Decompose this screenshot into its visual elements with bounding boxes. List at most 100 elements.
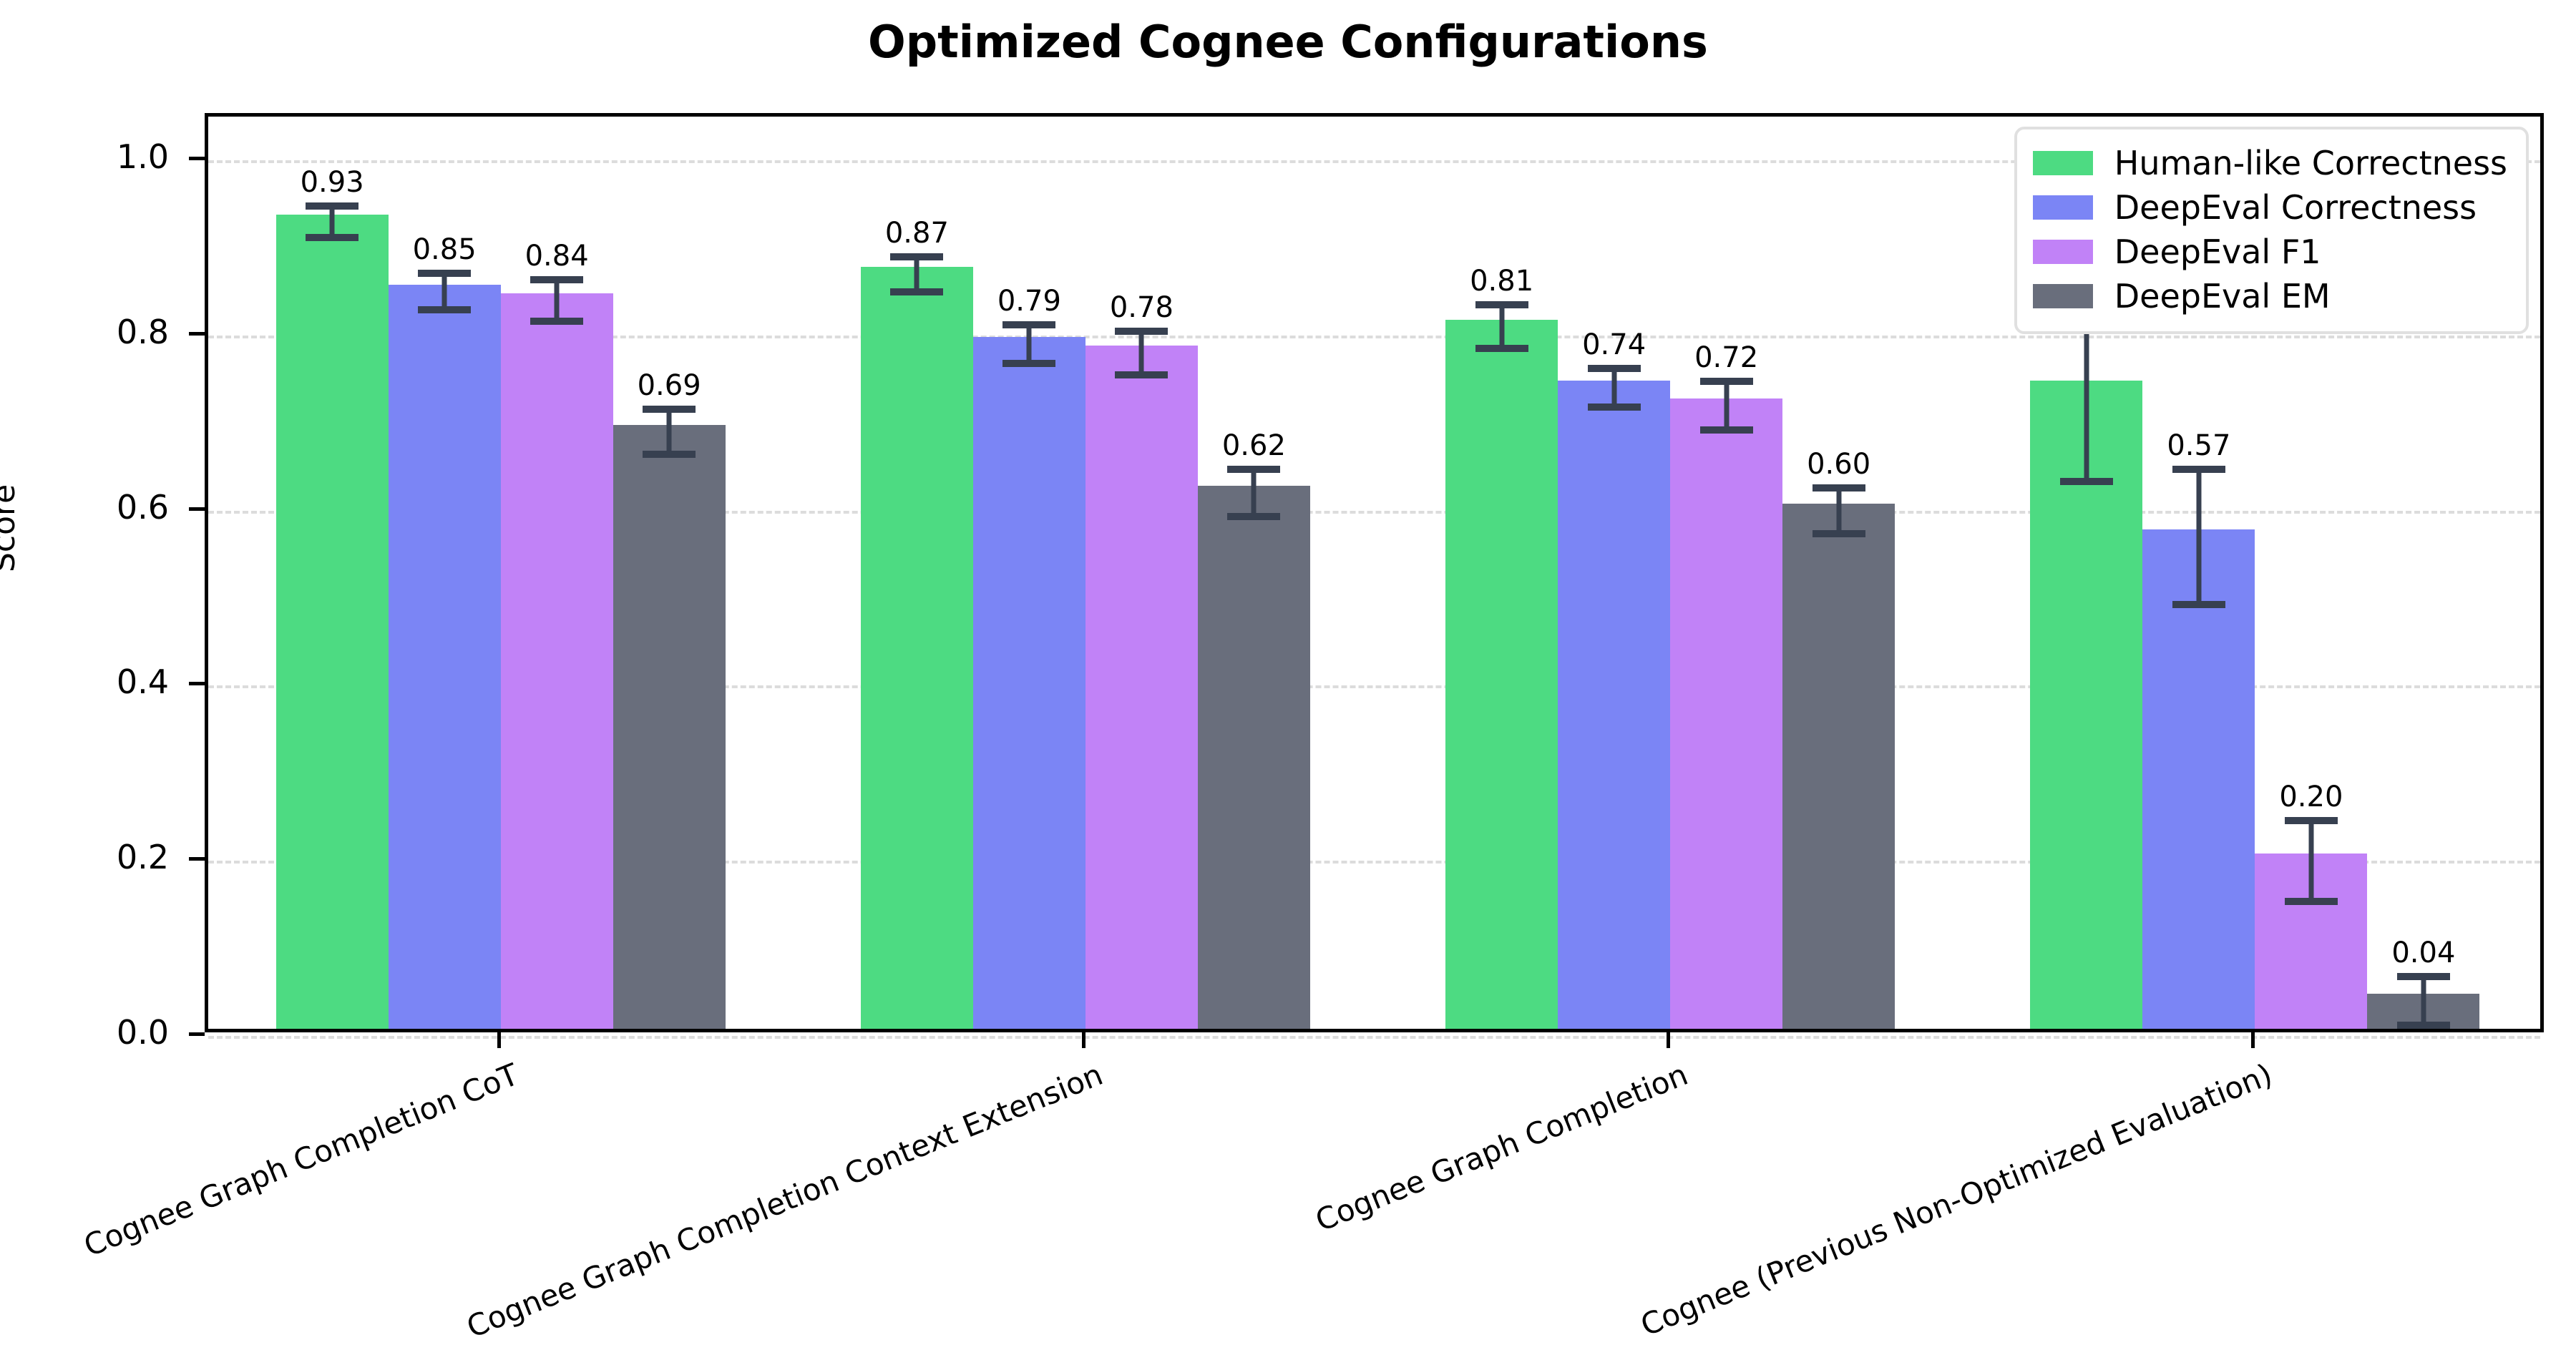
gridline	[208, 1036, 2540, 1039]
gridline	[208, 335, 2540, 338]
error-bar-cap-lower	[1115, 371, 1169, 379]
error-bar-line	[1836, 487, 1842, 534]
legend-item[interactable]: DeepEval F1	[2032, 230, 2507, 274]
error-bar-cap-lower	[2059, 478, 2113, 486]
x-tick-label: Cognee Graph Completion	[1310, 1057, 1693, 1238]
bar-value-label: 0.72	[1694, 341, 1759, 374]
legend-swatch-icon	[2032, 240, 2093, 264]
bar[interactable]	[1782, 503, 1896, 1029]
x-tick-mark	[1667, 1032, 1671, 1048]
y-tick-mark	[189, 157, 205, 161]
error-bar-cap-lower	[306, 233, 359, 241]
error-bar-cap-upper	[1115, 327, 1169, 335]
gridline	[208, 510, 2540, 514]
bar[interactable]	[500, 293, 613, 1029]
bar-value-label: 0.69	[637, 368, 701, 402]
y-tick-mark	[189, 507, 205, 511]
y-tick-label: 1.0	[116, 137, 169, 177]
error-bar-line	[441, 273, 447, 310]
y-tick-label: 0.6	[116, 487, 169, 527]
bar[interactable]	[1197, 486, 1310, 1029]
error-bar-cap-upper	[1812, 484, 1865, 491]
error-bar-line	[2196, 469, 2202, 605]
bar-value-label: 0.57	[2167, 429, 2231, 463]
x-tick-label: Cognee Graph Completion Context Extensio…	[462, 1057, 1108, 1345]
y-tick-mark	[189, 682, 205, 686]
bar[interactable]	[1558, 381, 1671, 1029]
bar[interactable]	[613, 424, 726, 1029]
error-bar-line	[2308, 820, 2314, 901]
bar[interactable]	[275, 214, 389, 1029]
error-bar-line	[1724, 381, 1729, 431]
error-bar-cap-upper	[2284, 816, 2338, 824]
chart-title: Optimized Cognee Configurations	[868, 16, 1708, 68]
error-bar-line	[1138, 331, 1144, 376]
error-bar-cap-lower	[2396, 1022, 2450, 1029]
bar[interactable]	[972, 337, 1085, 1029]
error-bar-line	[554, 279, 560, 322]
bar[interactable]	[2030, 381, 2143, 1029]
bar[interactable]	[2142, 529, 2255, 1029]
error-bar-cap-upper	[1699, 377, 1753, 385]
bar[interactable]	[860, 267, 973, 1029]
legend: Human-like Correctness DeepEval Correctne…	[2014, 127, 2529, 334]
error-bar-cap-upper	[1475, 301, 1528, 309]
gridline	[208, 160, 2540, 164]
error-bar-cap-upper	[1587, 365, 1641, 373]
error-bar-line	[1611, 368, 1617, 408]
error-bar-cap-upper	[2172, 466, 2225, 474]
bar[interactable]	[388, 284, 501, 1029]
error-bar-line	[1499, 305, 1505, 349]
legend-item[interactable]: DeepEval EM	[2032, 274, 2507, 318]
bar[interactable]	[1670, 398, 1783, 1029]
bar-value-label: 0.93	[300, 165, 364, 199]
error-bar-line	[1251, 469, 1257, 517]
x-tick-mark	[497, 1032, 501, 1048]
bar-value-label: 0.81	[1470, 265, 1534, 298]
gridline	[208, 685, 2540, 689]
error-bar-cap-lower	[530, 318, 584, 326]
bar-value-label: 0.04	[2391, 936, 2456, 969]
error-bar-cap-upper	[890, 253, 944, 260]
bar-value-label: 0.78	[1109, 290, 1174, 324]
legend-item[interactable]: DeepEval Correctness	[2032, 185, 2507, 230]
y-axis-label: Score	[0, 484, 22, 572]
error-bar-cap-lower	[643, 451, 696, 459]
y-tick-label: 0.4	[116, 662, 169, 702]
error-bar-cap-lower	[1227, 513, 1281, 521]
error-bar-cap-upper	[306, 202, 359, 210]
bar-value-label: 0.84	[525, 239, 589, 273]
chart-figure: Optimized Cognee Configurations Score 0.…	[0, 16, 2544, 1345]
bar-value-label: 0.74	[1582, 328, 1646, 362]
y-tick-label: 0.0	[116, 1013, 169, 1052]
error-bar-cap-upper	[643, 405, 696, 413]
error-bar-cap-lower	[1587, 404, 1641, 411]
bar-value-label: 0.20	[2279, 780, 2343, 813]
bar-value-label: 0.62	[1221, 429, 1286, 463]
error-bar-cap-lower	[2284, 897, 2338, 905]
x-tick-mark	[1081, 1032, 1085, 1048]
legend-item[interactable]: Human-like Correctness	[2032, 141, 2507, 185]
error-bar-cap-lower	[890, 288, 944, 295]
y-tick-mark	[189, 857, 205, 861]
error-bar-line	[666, 409, 672, 455]
plot-area: 0.93 0.85 0.84 0.69 0.87 0.79 0.78 0.62 0.81 0.74…	[205, 113, 2544, 1039]
error-bar-cap-lower	[418, 306, 472, 314]
legend-swatch-icon	[2032, 195, 2093, 220]
plot-inner: 0.93 0.85 0.84 0.69 0.87 0.79 0.78 0.62 0.81 0.74…	[208, 117, 2540, 1039]
error-bar-line	[2084, 294, 2089, 482]
bar-value-label: 0.60	[1807, 447, 1871, 481]
error-bar-cap-upper	[2396, 972, 2450, 980]
legend-swatch-icon	[2032, 151, 2093, 175]
gridline	[208, 861, 2540, 864]
error-bar-cap-lower	[1812, 529, 1865, 537]
legend-swatch-icon	[2032, 284, 2093, 308]
bar-value-label: 0.85	[412, 233, 477, 267]
bar[interactable]	[1445, 319, 1558, 1029]
y-tick-label: 0.2	[116, 838, 169, 877]
y-tick-mark	[189, 331, 205, 336]
error-bar-cap-upper	[1227, 466, 1281, 474]
bar[interactable]	[1085, 346, 1198, 1029]
x-tick-mark	[2251, 1032, 2255, 1048]
legend-item-label: Human-like Correctness	[2114, 144, 2507, 182]
